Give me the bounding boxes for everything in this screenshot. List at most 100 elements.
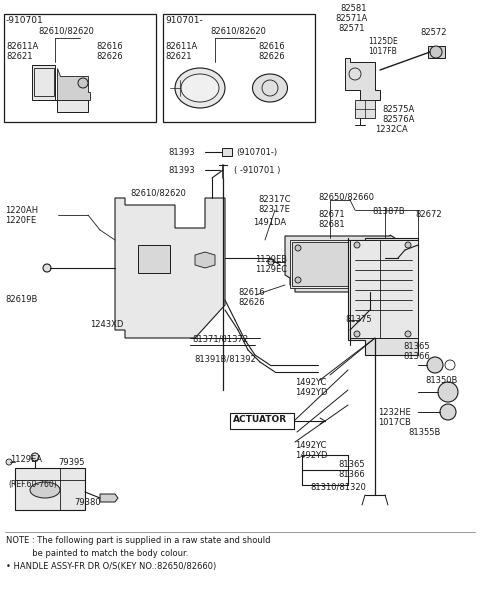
Text: 1491DA: 1491DA (253, 218, 286, 227)
Text: 82681: 82681 (318, 220, 345, 229)
Text: be painted to match the body colour.: be painted to match the body colour. (6, 549, 188, 558)
Polygon shape (195, 252, 215, 268)
Circle shape (405, 331, 411, 337)
Text: 82671: 82671 (318, 210, 345, 219)
Text: 82572: 82572 (420, 28, 446, 37)
Text: 1125DE: 1125DE (368, 37, 398, 46)
Polygon shape (100, 494, 118, 502)
Text: 82610/82620: 82610/82620 (38, 26, 94, 35)
Text: 81365: 81365 (403, 342, 430, 351)
Text: 1492YD: 1492YD (295, 451, 327, 460)
Bar (138, 245, 170, 273)
Text: 82621: 82621 (165, 52, 192, 61)
Text: 81391B/81392: 81391B/81392 (194, 355, 256, 364)
Text: ( -910701 ): ( -910701 ) (234, 166, 280, 175)
Circle shape (78, 78, 88, 88)
Text: 79395: 79395 (58, 458, 84, 467)
Text: 1232CA: 1232CA (375, 125, 408, 134)
Polygon shape (57, 68, 90, 100)
Bar (230, 413, 294, 429)
Text: (REF.60-760): (REF.60-760) (8, 480, 57, 489)
Text: 79380: 79380 (74, 498, 101, 507)
Text: 82581: 82581 (340, 4, 367, 13)
Bar (290, 240, 385, 288)
Circle shape (6, 459, 12, 465)
Text: ACTUATOR: ACTUATOR (233, 415, 287, 424)
Circle shape (405, 242, 411, 248)
Polygon shape (428, 46, 445, 58)
Bar (4, 14, 156, 122)
Text: 81366: 81366 (338, 470, 365, 479)
Text: 1243XD: 1243XD (90, 320, 123, 329)
Ellipse shape (30, 482, 60, 498)
Polygon shape (355, 100, 375, 118)
Polygon shape (115, 198, 225, 338)
Text: 82650/82660: 82650/82660 (318, 192, 374, 201)
Polygon shape (285, 235, 395, 292)
Text: -910701: -910701 (6, 16, 44, 25)
Text: 81355B: 81355B (408, 428, 440, 437)
Text: 81375: 81375 (345, 315, 372, 324)
Circle shape (295, 245, 301, 251)
Circle shape (440, 404, 456, 420)
Text: 1492YC: 1492YC (295, 378, 326, 387)
Text: 82616: 82616 (258, 42, 285, 51)
Bar (34, 68, 54, 96)
Polygon shape (348, 238, 418, 355)
Text: 82611A: 82611A (165, 42, 197, 51)
Polygon shape (15, 468, 85, 510)
Polygon shape (345, 58, 380, 100)
Text: 82571: 82571 (338, 24, 364, 33)
Ellipse shape (175, 68, 225, 108)
Text: 81350B: 81350B (425, 376, 457, 385)
Text: 82626: 82626 (96, 52, 122, 61)
Text: 910701-: 910701- (165, 16, 203, 25)
Text: 82611A: 82611A (6, 42, 38, 51)
Text: 82626: 82626 (258, 52, 285, 61)
Text: 1129EC: 1129EC (255, 265, 287, 274)
Circle shape (43, 264, 51, 272)
Bar (292, 242, 352, 286)
Text: (910701-): (910701-) (236, 148, 277, 157)
Circle shape (31, 453, 39, 461)
Text: 1232HE: 1232HE (378, 408, 411, 417)
Circle shape (354, 331, 360, 337)
Ellipse shape (181, 74, 219, 102)
Text: 82317E: 82317E (258, 205, 290, 214)
Text: 82672: 82672 (415, 210, 442, 219)
Circle shape (268, 259, 274, 265)
Polygon shape (32, 65, 88, 112)
Text: 82616: 82616 (238, 288, 264, 297)
Text: 82576A: 82576A (382, 115, 414, 124)
Text: 82610/82620: 82610/82620 (130, 188, 186, 197)
Text: 82610/82620: 82610/82620 (210, 26, 266, 35)
Text: 1220AH: 1220AH (5, 206, 38, 215)
Circle shape (295, 277, 301, 283)
Text: 1017CB: 1017CB (378, 418, 411, 427)
Text: 81387B: 81387B (372, 207, 405, 216)
Text: 82571A: 82571A (335, 14, 367, 23)
Text: 1017FB: 1017FB (368, 47, 397, 56)
Text: 81365: 81365 (338, 460, 365, 469)
Ellipse shape (252, 74, 288, 102)
Text: 82616: 82616 (96, 42, 122, 51)
Text: 1492YD: 1492YD (295, 388, 327, 397)
Text: 82575A: 82575A (382, 105, 414, 114)
Text: 82621: 82621 (6, 52, 33, 61)
Text: 1129EB: 1129EB (255, 255, 287, 264)
Text: 1129EA: 1129EA (10, 455, 42, 464)
Bar (222, 148, 232, 156)
Text: 81310/81320: 81310/81320 (310, 483, 366, 492)
Text: 1492YC: 1492YC (295, 441, 326, 450)
Circle shape (427, 357, 443, 373)
Circle shape (430, 46, 442, 58)
Text: NOTE : The following part is supplied in a raw state and should: NOTE : The following part is supplied in… (6, 536, 271, 545)
Text: 82626: 82626 (238, 298, 264, 307)
Bar (163, 14, 315, 122)
Text: 1220FE: 1220FE (5, 216, 36, 225)
Bar (350, 240, 418, 338)
Text: 82619B: 82619B (5, 295, 37, 304)
Circle shape (438, 382, 458, 402)
Text: 82317C: 82317C (258, 195, 290, 204)
Text: 81393: 81393 (168, 148, 194, 157)
